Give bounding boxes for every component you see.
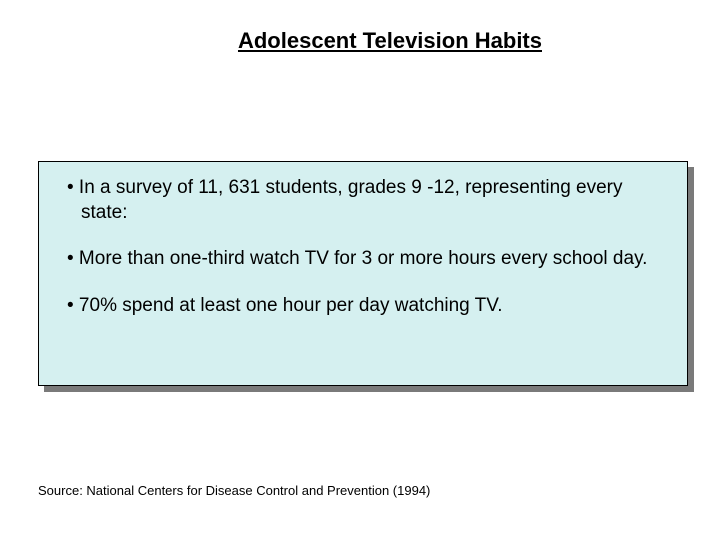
source-citation: Source: National Centers for Disease Con…	[38, 483, 430, 498]
bullet-item: • In a survey of 11, 631 students, grade…	[55, 176, 671, 225]
content-box-container: • In a survey of 11, 631 students, grade…	[38, 161, 688, 386]
slide-title: Adolescent Television Habits	[0, 0, 720, 54]
bullet-item: • 70% spend at least one hour per day wa…	[55, 294, 671, 319]
bullet-item: • More than one-third watch TV for 3 or …	[55, 247, 671, 272]
content-box: • In a survey of 11, 631 students, grade…	[38, 161, 688, 386]
